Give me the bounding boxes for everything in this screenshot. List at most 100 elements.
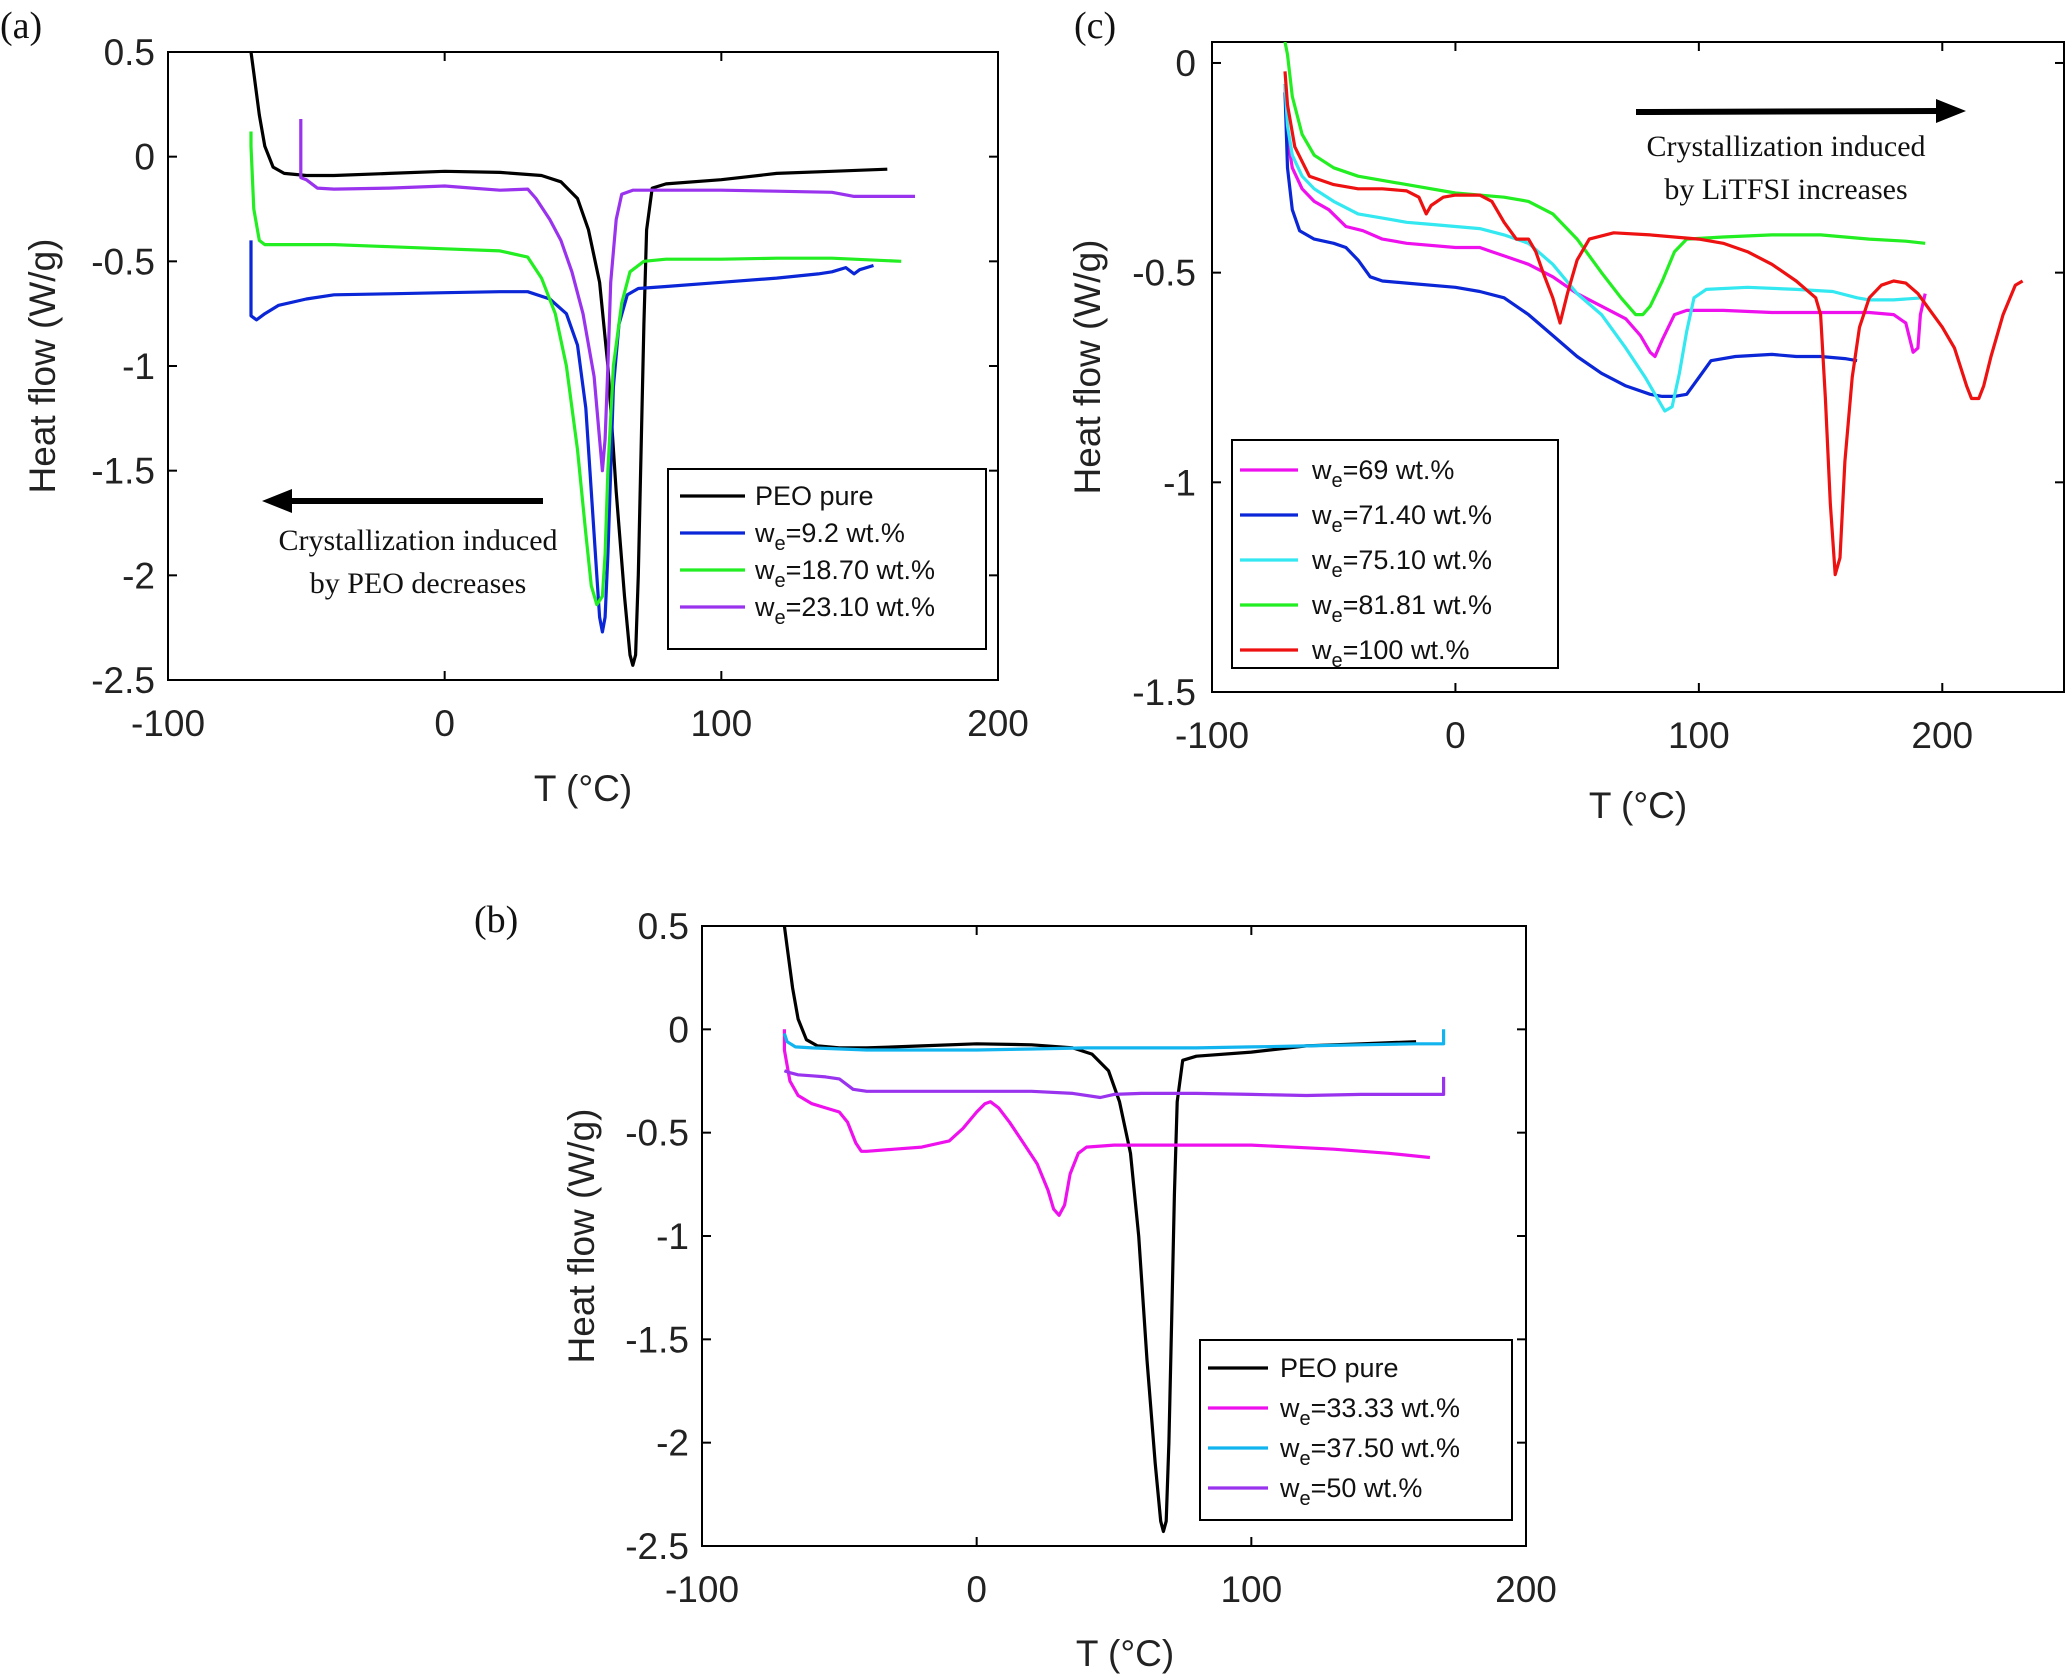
panel-b-y-tick-label: -1.5 <box>625 1319 689 1360</box>
panel-c-label: (c) <box>1074 5 1116 47</box>
panel-b-label: (b) <box>474 899 518 941</box>
panel-a-legend-label-main: w <box>754 555 775 585</box>
panel-b-series-line-0 <box>782 926 1417 1534</box>
panel-c-legend-label-0: we=69 wt.% <box>1311 455 1454 492</box>
panel-b-legend-label-rest: =33.33 wt.% <box>1311 1393 1460 1423</box>
panel-a-legend-label-main: w <box>754 518 775 548</box>
panel-b-y-axis-title: Heat flow (W/g) <box>561 1109 602 1364</box>
panel-a-legend-label-main: PEO pure <box>755 481 874 511</box>
panel-c: (c) -100 0 100 200 0 -0.5 -1 -1.5 T (°C) Heat f… <box>1067 5 2065 826</box>
panel-c-y-axis-title: Heat flow (W/g) <box>1067 240 1108 495</box>
panel-b-series-line-3 <box>783 1069 1446 1100</box>
panel-b-legend-label-rest: =37.50 wt.% <box>1311 1433 1460 1463</box>
panel-c-series-line-4 <box>1283 71 2024 577</box>
panel-a-legend-label-0: PEO pure <box>755 481 874 511</box>
panel-c-legend-label-sub: e <box>1332 470 1343 492</box>
panel-a-x-tick-label: -100 <box>131 703 205 744</box>
panel-c-legend-label-sub: e <box>1332 560 1343 582</box>
panel-a-legend-label-3: we=23.10 wt.% <box>754 592 935 629</box>
panel-b-legend-label-sub: e <box>1300 1448 1311 1470</box>
panel-c-series-line-0 <box>1283 83 1927 359</box>
panel-a-legend-box <box>667 468 987 650</box>
panel-a-legend-label-rest: =9.2 wt.% <box>786 518 905 548</box>
panel-a-annotation: Crystallization induced by PEO decreases <box>262 489 558 600</box>
panel-a-legend-label-sub: e <box>775 607 786 629</box>
panel-c-series-line-1 <box>1283 92 1858 398</box>
panel-b: (b) -100 0 100 200 0.5 0 -0.5 -1 -1.5 -2 -2.5 T (°… <box>474 899 1557 1674</box>
panel-b-legend-box <box>1199 1339 1513 1521</box>
panel-c-ticks <box>1211 42 2064 693</box>
panel-a-y-tick-label: -1 <box>122 346 155 387</box>
panel-c-y-tick-label: -1 <box>1163 462 1196 503</box>
panel-a-y-tick-label: 0 <box>134 137 155 178</box>
panel-c-legend-label-rest: =71.40 wt.% <box>1343 500 1492 530</box>
panel-a-annotation-arrow-head <box>262 489 292 513</box>
panel-c-legend-label-rest: =75.10 wt.% <box>1343 545 1492 575</box>
panel-b-y-tick-label: -1 <box>656 1216 689 1257</box>
panel-a-annotation-line1: Crystallization induced <box>278 524 557 557</box>
panel-a-legend-label-rest: =23.10 wt.% <box>786 592 935 622</box>
panel-b-series-line-1 <box>782 1029 1431 1217</box>
panel-c-axes-box <box>1211 41 2065 693</box>
panel-b-series-line-2 <box>782 1029 1446 1052</box>
panel-b-x-axis-title: T (°C) <box>1076 1633 1174 1674</box>
panel-a-series-line-3 <box>299 119 915 473</box>
panel-c-tick-labels: -100 0 100 200 0 -0.5 -1 -1.5 <box>1132 43 1973 756</box>
panel-c-x-tick-label: 100 <box>1668 715 1730 756</box>
panel-c-legend-label-main: w <box>1311 500 1332 530</box>
panel-c-legend-label-2: we=75.10 wt.% <box>1311 545 1492 582</box>
panel-b-legend-label-main: w <box>1279 1393 1300 1423</box>
panel-b-legend-label-1: we=33.33 wt.% <box>1279 1393 1460 1430</box>
panel-a-x-tick-label: 0 <box>434 703 455 744</box>
panel-a-annotation-line2: by PEO decreases <box>310 567 527 600</box>
panel-c-x-tick-label: -100 <box>1175 715 1249 756</box>
panel-c-legend-label-sub: e <box>1332 515 1343 537</box>
panel-b-curves <box>782 926 1446 1534</box>
panel-a-legend-label-sub: e <box>775 570 786 592</box>
panel-c-legend-label-main: w <box>1311 635 1332 665</box>
panel-c-legend-label-rest: =81.81 wt.% <box>1343 590 1492 620</box>
panel-b-ticks <box>701 925 1527 1547</box>
panel-c-x-tick-label: 200 <box>1911 715 1973 756</box>
panel-c-annotation-line1: Crystallization induced <box>1646 130 1925 163</box>
panel-b-y-tick-label: 0 <box>668 1009 689 1050</box>
panel-b-tick-labels: -100 0 100 200 0.5 0 -0.5 -1 -1.5 -2 -2.5 <box>625 906 1557 1610</box>
panel-b-y-tick-label: -0.5 <box>625 1113 689 1154</box>
panel-c-y-tick-label: 0 <box>1175 43 1196 84</box>
panel-c-legend-box <box>1231 439 1559 669</box>
panel-a-tick-labels: -100 0 100 200 0.5 0 -0.5 -1 -1.5 -2 -2.5 <box>91 32 1029 744</box>
panel-b-y-tick-label: 0.5 <box>638 906 689 947</box>
panel-a-y-tick-label: -1.5 <box>91 451 155 492</box>
panel-c-x-axis-title: T (°C) <box>1589 785 1687 826</box>
panel-a-legend-label-1: we=9.2 wt.% <box>754 518 905 555</box>
panel-b-legend-label-rest: =50 wt.% <box>1311 1473 1423 1503</box>
panel-c-annotation-line2: by LiTFSI increases <box>1664 173 1907 206</box>
panel-a-y-axis-title: Heat flow (W/g) <box>22 239 63 494</box>
panel-a-legend-label-2: we=18.70 wt.% <box>754 555 935 592</box>
panel-b-y-tick-label: -2.5 <box>625 1526 689 1567</box>
panel-b-legend-label-main: w <box>1279 1473 1300 1503</box>
panel-b-legend-label-main: PEO pure <box>1280 1353 1399 1383</box>
panel-b-legend-label-sub: e <box>1300 1488 1311 1510</box>
panel-a-legend-label-main: w <box>754 592 775 622</box>
panel-b-legend-label-3: we=50 wt.% <box>1279 1473 1422 1510</box>
panel-a-y-tick-label: -2.5 <box>91 660 155 701</box>
panel-c-legend-label-main: w <box>1311 545 1332 575</box>
panel-c-legend-label-sub: e <box>1332 605 1343 627</box>
panel-a-series-line-2 <box>249 131 902 607</box>
panel-c-annotation-arrow-shaft <box>1635 108 1941 115</box>
panel-b-y-tick-label: -2 <box>656 1423 689 1464</box>
panel-a-y-tick-label: 0.5 <box>104 32 155 73</box>
panel-c-annotation: Crystallization induced by LiTFSI increa… <box>1635 99 1966 206</box>
panel-c-legend-label-3: we=81.81 wt.% <box>1311 590 1492 627</box>
panel-a-series-line-1 <box>249 240 874 634</box>
panel-b-x-tick-label: 0 <box>966 1569 987 1610</box>
panel-a-legend-label-rest: =18.70 wt.% <box>786 555 935 585</box>
panel-c-x-tick-label: 0 <box>1445 715 1466 756</box>
panel-c-annotation-arrow-head <box>1936 99 1966 123</box>
panel-a-x-axis-title: T (°C) <box>534 768 632 809</box>
panel-b-legend-label-main: w <box>1279 1433 1300 1463</box>
